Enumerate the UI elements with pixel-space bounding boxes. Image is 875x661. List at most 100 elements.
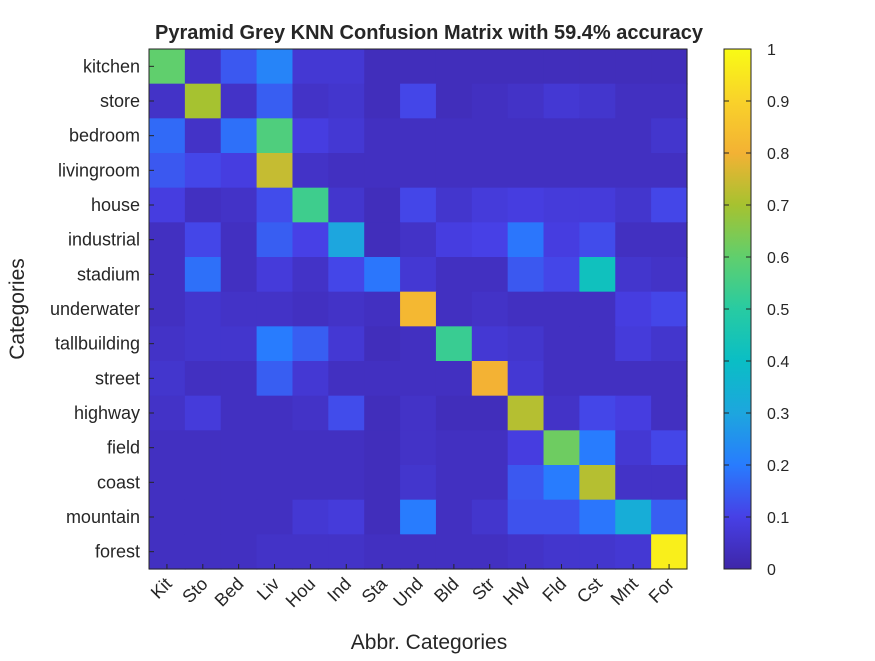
heatmap-cell [220,118,258,154]
heatmap-cell [435,361,473,397]
heatmap-cell [651,222,688,258]
heatmap-cell [615,187,652,223]
heatmap-cell [507,291,545,327]
heatmap-cell [256,291,294,327]
heatmap-cell [615,83,652,119]
y-tick-label: stadium [77,264,140,284]
heatmap-cell [579,361,616,397]
heatmap-cell [292,49,329,85]
heatmap-cell [220,499,258,535]
heatmap-cell [579,187,616,223]
heatmap-cell [292,534,329,570]
heatmap-cell [184,187,222,223]
heatmap-cell [579,118,616,154]
heatmap-cell [471,361,509,397]
heatmap-cell [256,499,294,535]
heatmap-cell [543,49,580,85]
heatmap-cell [220,257,258,293]
heatmap-cell [184,118,222,154]
x-tick-label: Sto [178,574,211,607]
heatmap-cell [256,187,294,223]
heatmap-cell [651,534,688,570]
colorbar-tick-label: 0.1 [767,510,789,527]
heatmap-cells [149,49,688,570]
heatmap-cell [220,465,258,501]
x-tick-label: For [645,574,678,607]
colorbar: 0 0.1 0.2 0.3 0.4 0.5 0.6 0.7 0.8 0.9 1 [723,42,789,579]
heatmap-cell [507,153,545,189]
x-tick-label: Bed [211,574,248,611]
heatmap-cell [184,326,222,362]
heatmap-cell [507,118,545,154]
heatmap-cell [507,83,545,119]
heatmap-cell [364,118,401,154]
heatmap-cell [364,465,401,501]
heatmap-cell [256,534,294,570]
heatmap-cell [149,395,186,431]
heatmap-cell [435,326,473,362]
heatmap-cell [364,49,401,85]
colorbar-tick-label: 0.5 [767,302,789,319]
x-tick-label: Liv [253,574,283,604]
heatmap-cell [292,499,329,535]
heatmap-cell [328,222,365,258]
heatmap-cell [651,118,688,154]
heatmap-cell [435,118,473,154]
heatmap-cell [184,361,222,397]
heatmap-cell [471,153,509,189]
heatmap-cell [328,83,365,119]
heatmap-cell [543,222,580,258]
heatmap-cell [543,187,580,223]
heatmap-cell [292,465,329,501]
heatmap-cell [328,153,365,189]
heatmap-cell [149,83,186,119]
heatmap-cell [507,49,545,85]
heatmap-cell [256,153,294,189]
chart-title: Pyramid Grey KNN Confusion Matrix with 5… [155,22,704,44]
heatmap-cell [292,83,329,119]
colorbar-tick-label: 0.9 [767,94,789,111]
heatmap-cell [579,83,616,119]
heatmap-cell [292,326,329,362]
heatmap-cell [543,430,580,466]
heatmap-cell [256,49,294,85]
heatmap-cell [615,326,652,362]
heatmap-cell [615,222,652,258]
heatmap-cell [507,430,545,466]
heatmap-cell [615,118,652,154]
y-tick-label: forest [95,542,140,562]
heatmap-cell [400,153,437,189]
heatmap-cell [149,326,186,362]
heatmap-cell [507,395,545,431]
heatmap-cell [651,257,688,293]
heatmap-cell [184,465,222,501]
heatmap-cell [400,257,437,293]
heatmap-cell [364,326,401,362]
y-tick-label: highway [74,403,140,423]
heatmap-cell [149,187,186,223]
heatmap-cell [615,361,652,397]
heatmap-cell [292,430,329,466]
heatmap-cell [579,153,616,189]
heatmap-cell [364,257,401,293]
colorbar-tick-label: 0.6 [767,250,789,267]
heatmap-cell [292,222,329,258]
heatmap-cell [471,187,509,223]
heatmap-cell [471,291,509,327]
y-tick-label: bedroom [69,126,140,146]
heatmap-cell [579,257,616,293]
heatmap-cell [184,49,222,85]
x-axis-label: Abbr. Categories [351,631,507,654]
heatmap-cell [435,187,473,223]
heatmap-cell [220,187,258,223]
heatmap-cell [543,499,580,535]
heatmap-cell [400,291,437,327]
heatmap-cell [220,153,258,189]
heatmap-cell [471,499,509,535]
heatmap-cell [184,257,222,293]
colorbar-tick-label: 0.4 [767,354,789,371]
heatmap-cell [149,534,186,570]
heatmap-cell [435,534,473,570]
heatmap-cell [256,361,294,397]
heatmap-cell [364,83,401,119]
